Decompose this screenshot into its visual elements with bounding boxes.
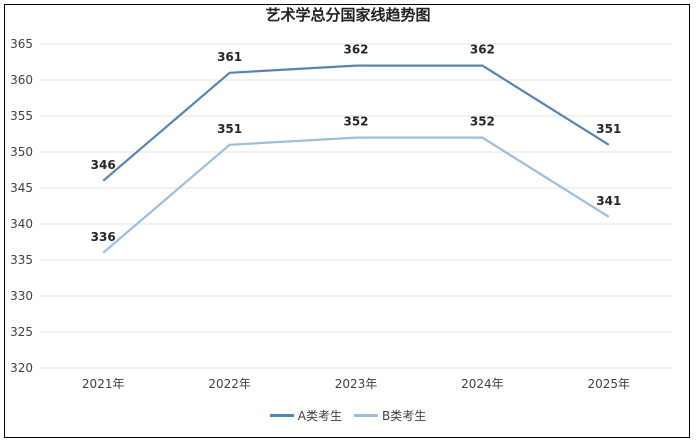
data-label-s1-2: 352	[343, 115, 368, 129]
y-tick-label-350: 350	[10, 145, 33, 159]
legend-label-a: A类考生	[297, 409, 342, 423]
x-tick-label-3: 2024年	[461, 377, 504, 391]
y-tick-label-325: 325	[10, 325, 33, 339]
chart-legend: A类考生 B类考生	[0, 407, 696, 424]
y-tick-label-345: 345	[10, 181, 33, 195]
y-tick-label-365: 365	[10, 37, 33, 51]
x-tick-label-4: 2025年	[588, 377, 631, 391]
x-tick-label-2: 2023年	[335, 377, 378, 391]
series-line-1	[102, 136, 610, 254]
data-label-s0-0: 346	[91, 158, 116, 172]
y-tick-label-355: 355	[10, 109, 33, 123]
data-label-s1-4: 341	[596, 194, 621, 208]
legend-swatch-a	[269, 414, 294, 417]
data-label-s0-1: 361	[217, 50, 242, 64]
legend-item-b: B类考生	[353, 407, 427, 424]
x-tick-label-0: 2021年	[82, 377, 125, 391]
legend-item-a: A类考生	[269, 407, 342, 424]
data-label-s1-3: 352	[470, 115, 495, 129]
legend-label-b: B类考生	[381, 409, 427, 423]
y-tick-label-335: 335	[10, 253, 33, 267]
y-tick-label-340: 340	[10, 217, 33, 231]
series-line-0	[102, 64, 610, 182]
chart-title: 艺术学总分国家线趋势图	[265, 6, 431, 24]
data-label-s1-0: 336	[91, 230, 116, 244]
legend-swatch-b	[353, 414, 378, 417]
data-label-s0-3: 362	[470, 43, 495, 57]
data-label-s1-1: 351	[217, 122, 242, 136]
y-tick-label-330: 330	[10, 289, 33, 303]
y-tick-label-320: 320	[10, 361, 33, 375]
chart-frame	[4, 4, 690, 438]
data-label-s0-4: 351	[596, 122, 621, 136]
x-tick-label-1: 2022年	[208, 377, 251, 391]
data-label-s0-2: 362	[343, 43, 368, 57]
y-tick-label-360: 360	[10, 73, 33, 87]
